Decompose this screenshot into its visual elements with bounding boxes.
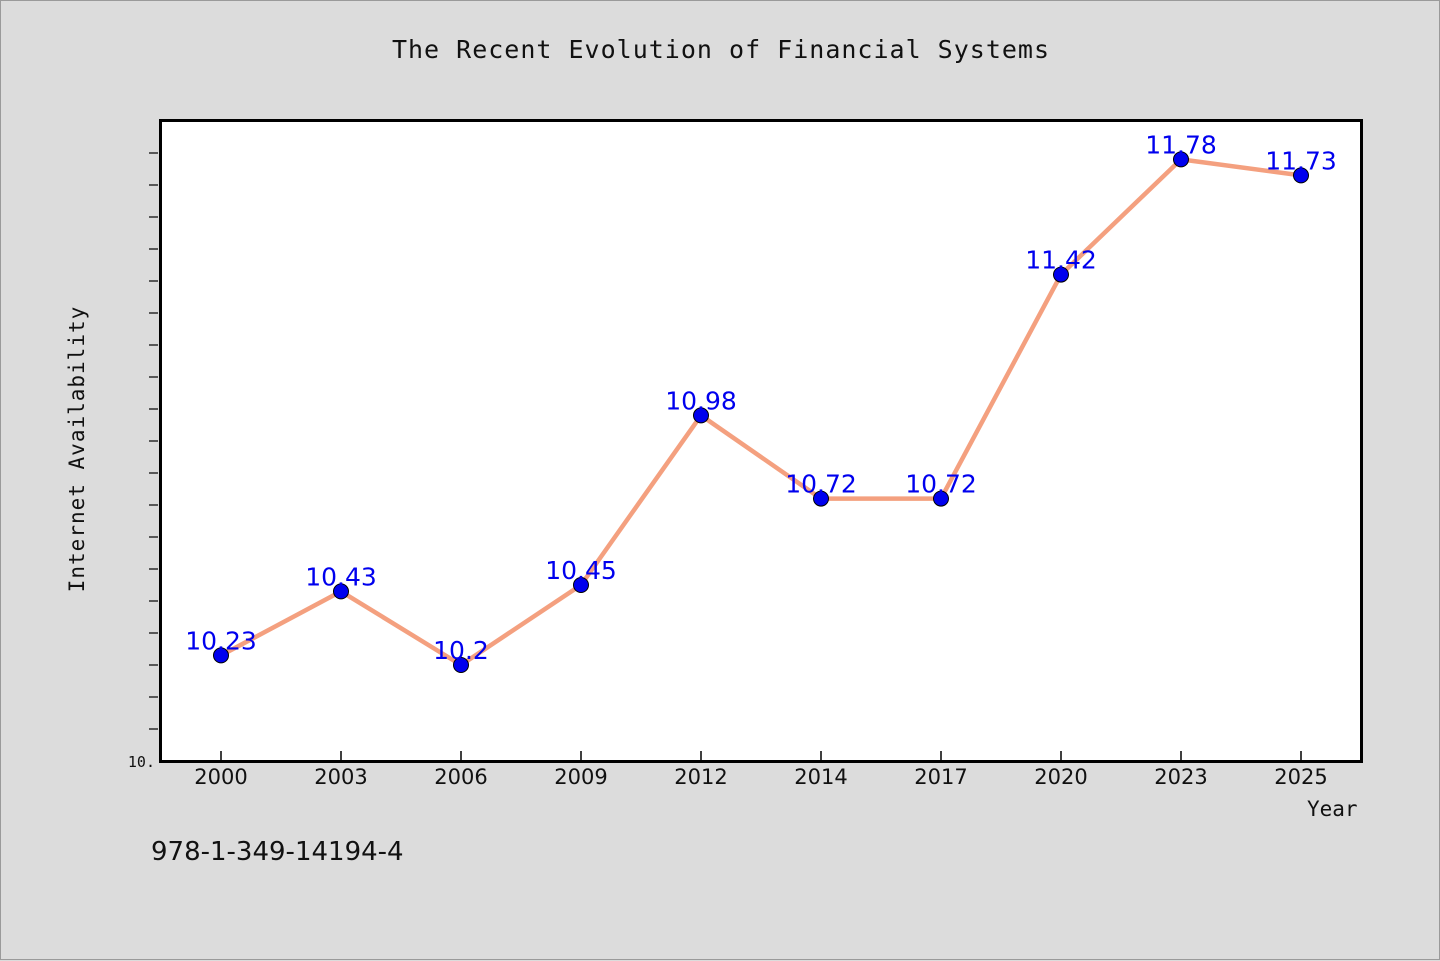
series-line bbox=[218, 157, 1304, 668]
data-label: 10.23 bbox=[185, 626, 257, 655]
x-tick-label: 2009 bbox=[554, 765, 607, 789]
x-tick-label: 2000 bbox=[194, 765, 247, 789]
data-point bbox=[333, 583, 349, 600]
x-ticks: 2000 2003 2006 2009 2012 2014 2017 2020 2023 2025 bbox=[194, 751, 1328, 789]
x-tick-label: 2020 bbox=[1034, 765, 1087, 789]
data-point bbox=[573, 577, 589, 593]
isbn-text: 978-1-349-14194-4 bbox=[151, 837, 404, 867]
data-point bbox=[1173, 151, 1189, 168]
y-tick-label: 10. bbox=[128, 753, 155, 771]
data-label: 11.78 bbox=[1145, 130, 1217, 159]
x-tick-label: 2006 bbox=[434, 765, 487, 789]
x-axis-label: Year bbox=[1307, 797, 1358, 821]
series-group: 10.23 10.43 10.2 10.45 10.98 10.72 10.72 11.42 1… bbox=[185, 130, 1337, 673]
x-tick-label: 2017 bbox=[914, 765, 967, 789]
x-tick-label: 2025 bbox=[1274, 765, 1327, 789]
data-point bbox=[213, 647, 229, 664]
data-label: 10.2 bbox=[433, 636, 489, 665]
x-tick-label: 2012 bbox=[674, 765, 727, 789]
data-label: 10.98 bbox=[665, 386, 737, 415]
data-point bbox=[813, 490, 829, 507]
data-label: 10.72 bbox=[785, 470, 857, 499]
x-tick-label: 2014 bbox=[794, 765, 847, 789]
chart-title: The Recent Evolution of Financial System… bbox=[391, 35, 1051, 64]
data-label: 11.73 bbox=[1265, 146, 1337, 175]
data-label: 10.43 bbox=[305, 562, 377, 591]
data-point bbox=[453, 657, 469, 673]
x-tick-label: 2003 bbox=[314, 765, 367, 789]
data-label: 10.72 bbox=[905, 470, 977, 499]
data-label: 10.45 bbox=[545, 556, 617, 585]
data-label: 11.42 bbox=[1025, 246, 1097, 275]
data-point bbox=[933, 490, 949, 507]
data-point bbox=[693, 407, 709, 424]
data-point bbox=[1293, 167, 1309, 184]
data-point bbox=[1053, 266, 1069, 283]
x-tick-label: 2023 bbox=[1154, 765, 1207, 789]
plot-area bbox=[159, 119, 1363, 763]
y-ticks: 10. bbox=[128, 152, 158, 771]
